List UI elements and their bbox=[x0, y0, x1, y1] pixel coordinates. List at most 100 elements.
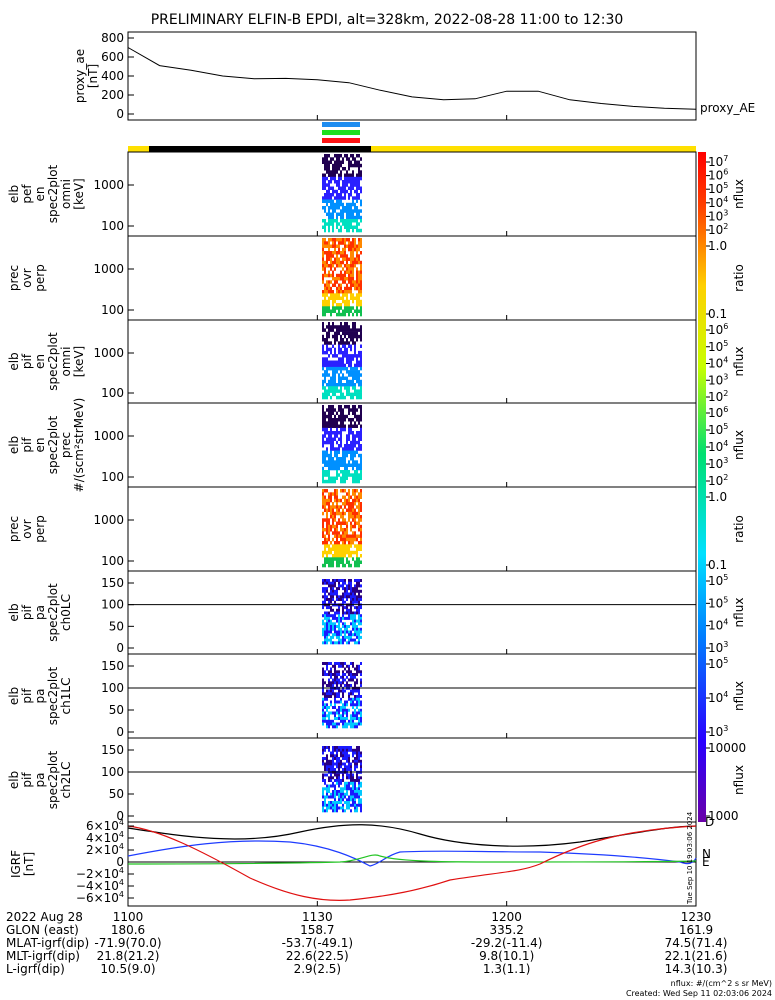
spectrogram-cell bbox=[354, 444, 356, 448]
spectrogram-cell bbox=[338, 717, 340, 720]
spectrogram-cell bbox=[326, 627, 328, 631]
spectrogram-cell bbox=[354, 792, 356, 796]
spectrogram-cell bbox=[334, 584, 336, 588]
spectrogram-cell bbox=[340, 719, 342, 723]
spectrogram-cell bbox=[360, 714, 362, 718]
spectrogram-cell bbox=[336, 457, 338, 461]
spectrogram-cell bbox=[330, 170, 332, 174]
spectrogram-cell bbox=[344, 247, 346, 252]
spectrogram-cell bbox=[354, 600, 356, 604]
spectrogram-cell bbox=[326, 633, 328, 637]
spectrogram-cell bbox=[324, 627, 326, 631]
spectrogram-cell bbox=[342, 534, 344, 538]
spectrogram-cell bbox=[322, 251, 324, 255]
spectrogram-cell bbox=[354, 180, 356, 184]
spectrogram-cell bbox=[322, 350, 324, 355]
spectrogram-cell bbox=[354, 550, 356, 555]
spectrogram-cell bbox=[350, 534, 352, 538]
spectrogram-cell bbox=[342, 212, 344, 216]
spectrogram-cell bbox=[342, 798, 344, 802]
spectrogram-cell bbox=[336, 453, 338, 458]
spectrogram-cell bbox=[360, 264, 362, 268]
spectrogram-cell bbox=[334, 450, 336, 454]
spectrogram-cell bbox=[334, 806, 336, 810]
spectrogram-cell bbox=[360, 762, 362, 766]
spectrogram-cell bbox=[332, 277, 334, 281]
spectrogram-cell bbox=[330, 711, 332, 715]
spectrogram-cell bbox=[358, 350, 360, 355]
spectrogram-cell bbox=[338, 206, 340, 210]
spectrogram-cell bbox=[326, 196, 328, 200]
spectrogram-cell bbox=[348, 587, 350, 591]
spectrogram-cell bbox=[338, 466, 340, 471]
spectrogram-cell bbox=[322, 160, 324, 164]
spectrogram-cell bbox=[348, 160, 350, 164]
spectrogram-cell bbox=[344, 328, 346, 332]
spectrogram-cell bbox=[338, 616, 340, 620]
spectrogram-cell bbox=[344, 534, 346, 538]
spectrogram-cell bbox=[340, 389, 342, 393]
spectrogram-cell bbox=[348, 616, 350, 620]
spectrogram-cell bbox=[358, 370, 360, 374]
spectrogram-cell bbox=[328, 373, 330, 377]
spectrogram-cell bbox=[334, 383, 336, 387]
spectrogram-cell bbox=[342, 719, 344, 723]
spectrogram-cell bbox=[336, 251, 338, 255]
spectrogram-cell bbox=[330, 280, 332, 284]
spectrogram-cell bbox=[340, 550, 342, 555]
spectrogram-cell bbox=[356, 722, 358, 726]
spectrogram-cell bbox=[344, 383, 346, 387]
spectrogram-cell bbox=[348, 463, 350, 467]
spectrogram-cell bbox=[338, 792, 340, 796]
spectrogram-cell bbox=[342, 635, 344, 639]
spectrogram-cell bbox=[322, 502, 324, 506]
spectrogram-cell bbox=[324, 505, 326, 509]
spectrogram-cell bbox=[324, 714, 326, 718]
spectrogram-cell bbox=[342, 502, 344, 506]
spectrogram-cell bbox=[328, 762, 330, 766]
spectrogram-cell bbox=[330, 541, 332, 545]
spectrogram-cell bbox=[354, 784, 356, 788]
y-tick-label: 1000 bbox=[93, 178, 124, 192]
spectrogram-cell bbox=[348, 806, 350, 810]
spectrogram-cell bbox=[326, 338, 328, 342]
spectrogram-cell bbox=[338, 373, 340, 377]
spectrogram-cell bbox=[330, 692, 332, 696]
spectrogram-cell bbox=[352, 600, 354, 604]
spectrogram-cell bbox=[322, 199, 324, 203]
spectrogram-cell bbox=[334, 515, 336, 519]
spectrogram-cell bbox=[338, 264, 340, 268]
spectrogram-cell bbox=[336, 616, 338, 620]
spectrogram-cell bbox=[354, 708, 356, 712]
spectrogram-cell bbox=[356, 338, 358, 342]
spectrogram-cell bbox=[360, 751, 362, 755]
spectrogram-cell bbox=[346, 803, 348, 807]
spectrogram-cell bbox=[330, 587, 332, 591]
spectrogram-cell bbox=[334, 722, 336, 726]
spectrogram-cell bbox=[346, 544, 348, 548]
spectrogram-cell bbox=[324, 270, 326, 274]
spectrogram-cell bbox=[326, 703, 328, 707]
spectrogram-cell bbox=[340, 176, 342, 181]
spectrogram-cell bbox=[350, 357, 352, 361]
spectrogram-cell bbox=[324, 502, 326, 506]
spectrogram-cell bbox=[324, 328, 326, 332]
spectrogram-cell bbox=[334, 681, 336, 685]
spectrogram-cell bbox=[328, 238, 330, 242]
spectrogram-cell bbox=[350, 328, 352, 332]
spectrogram-cell bbox=[350, 622, 352, 626]
y-tick-label: 1000 bbox=[93, 262, 124, 276]
spectrogram-cell bbox=[332, 492, 334, 496]
spectrogram-cell bbox=[350, 395, 352, 400]
spectrogram-cell bbox=[336, 557, 338, 561]
spectrogram-cell bbox=[346, 703, 348, 707]
spectrogram-cell bbox=[340, 706, 342, 709]
spectrogram-cell bbox=[358, 193, 360, 197]
spectrogram-cell bbox=[344, 547, 346, 551]
spectrogram-cell bbox=[356, 627, 358, 631]
spectrogram-cell bbox=[328, 379, 330, 384]
spectrogram-cell bbox=[344, 684, 346, 687]
spectrogram-cell bbox=[356, 473, 358, 477]
spectrogram-cell bbox=[334, 670, 336, 674]
spectrogram-cell bbox=[344, 700, 346, 704]
